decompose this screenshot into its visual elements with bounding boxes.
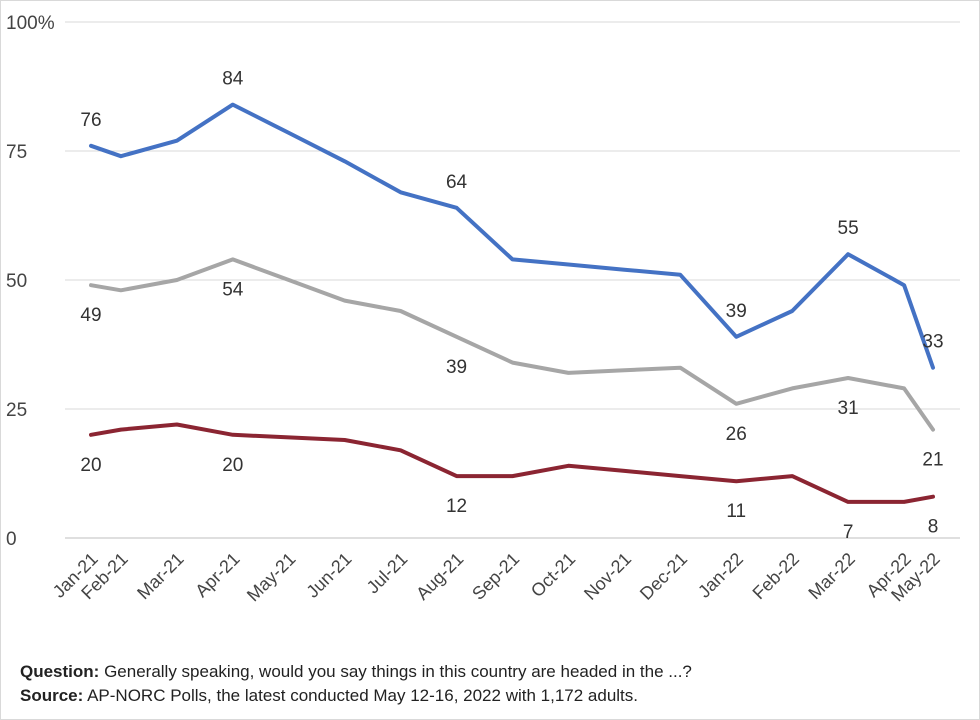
- question-note: Question: Generally speaking, would you …: [20, 660, 970, 684]
- data-labels: 76 84 64 39 55 33 49 54 39 26 31 21 20 20 12 11 7 8: [80, 69, 943, 543]
- data-label: 31: [838, 398, 859, 419]
- data-label: 84: [222, 69, 244, 90]
- x-tick-label: Oct-21: [527, 549, 579, 601]
- y-tick-label: 50: [6, 271, 27, 292]
- x-tick-label: Mar-22: [804, 549, 858, 603]
- data-label: 20: [80, 455, 101, 476]
- data-label: 21: [922, 450, 943, 471]
- x-tick-label: Sep-21: [468, 549, 523, 604]
- x-tick-label: Jan-22: [694, 549, 747, 602]
- data-label: 49: [80, 305, 101, 326]
- x-tick-label: Aug-21: [412, 549, 467, 604]
- series-lines: [89, 102, 935, 504]
- data-label: 8: [928, 517, 939, 538]
- x-tick-label: May-21: [243, 549, 300, 606]
- y-tick-label: 100%: [6, 13, 55, 34]
- series-line-1: [89, 102, 935, 370]
- x-tick-label: Feb-22: [749, 549, 803, 603]
- x-tick-label: Jun-21: [302, 549, 355, 602]
- x-tick-label: Nov-21: [580, 549, 635, 604]
- source-note: Source: AP-NORC Polls, the latest conduc…: [20, 684, 970, 708]
- question-label: Question:: [20, 662, 100, 681]
- question-text: Generally speaking, would you say things…: [104, 662, 692, 681]
- data-label: 55: [838, 218, 859, 239]
- source-text: AP-NORC Polls, the latest conducted May …: [87, 686, 638, 705]
- series-line-3: [89, 422, 935, 504]
- x-tick-label: Mar-21: [133, 549, 187, 603]
- data-label: 7: [843, 522, 854, 543]
- data-label: 33: [922, 332, 943, 353]
- data-label: 39: [446, 357, 467, 378]
- y-tick-label: 75: [6, 142, 27, 163]
- y-tick-label: 0: [6, 529, 17, 550]
- data-label: 54: [222, 279, 244, 300]
- gridlines: [65, 21, 960, 539]
- chart-notes: Question: Generally speaking, would you …: [20, 660, 970, 708]
- x-tick-label: Dec-21: [636, 549, 691, 604]
- data-label: 26: [726, 424, 747, 445]
- data-label: 39: [726, 301, 747, 322]
- data-label: 64: [446, 172, 468, 193]
- data-label: 12: [446, 496, 467, 517]
- data-label: 11: [726, 501, 746, 522]
- data-label: 20: [222, 455, 243, 476]
- y-tick-label: 25: [6, 400, 27, 421]
- y-axis-ticks: 0 25 50 75 100%: [6, 13, 55, 550]
- series-line-2: [89, 257, 935, 432]
- data-label: 76: [80, 110, 101, 131]
- x-tick-label: Jul-21: [363, 549, 412, 598]
- x-tick-label: Apr-21: [191, 549, 243, 601]
- source-label: Source:: [20, 686, 84, 705]
